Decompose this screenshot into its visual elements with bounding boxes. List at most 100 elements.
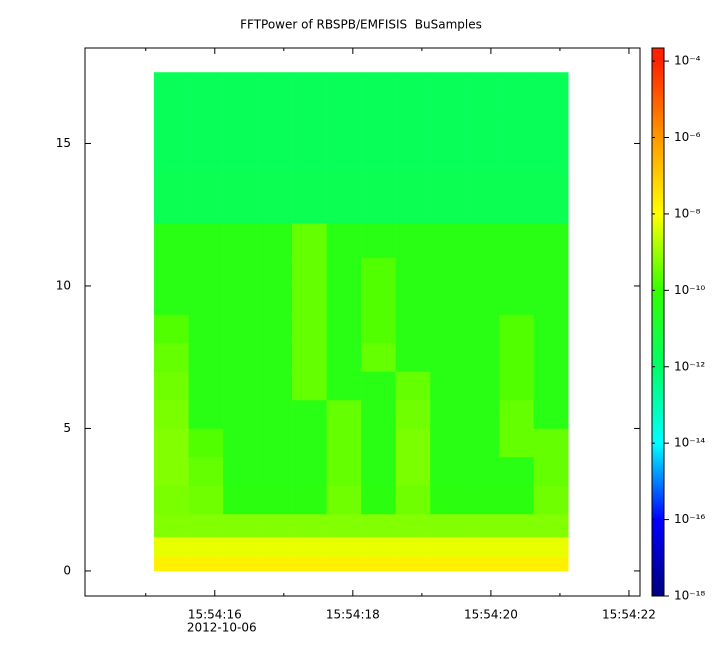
spectrogram-cell <box>292 513 327 538</box>
spectrogram-cell <box>326 428 362 458</box>
spectrogram-cell <box>257 72 293 116</box>
spectrogram-cell <box>395 513 431 538</box>
spectrogram-cell <box>430 556 465 572</box>
spectrogram-cell <box>499 536 534 557</box>
spectrogram-cell <box>430 342 465 372</box>
spectrogram-cell <box>533 428 569 458</box>
spectrogram-cell <box>188 342 224 372</box>
spectrogram-cell <box>499 556 534 572</box>
spectrogram-cell <box>395 456 431 486</box>
spectrogram-cell <box>326 456 362 486</box>
x-tick-label: 15:54:22 <box>602 608 656 622</box>
spectrogram-cell <box>257 399 293 429</box>
spectrogram-cell <box>533 513 569 538</box>
spectrogram-cell <box>188 285 224 315</box>
spectrogram-cell <box>499 285 534 315</box>
spectrogram-cell <box>292 114 327 173</box>
spectrogram-cell <box>154 536 189 557</box>
plot-frame <box>84 47 641 597</box>
spectrogram-cell <box>292 536 327 557</box>
spectrogram-cell <box>430 114 465 173</box>
spectrogram-cell <box>326 223 362 258</box>
spectrogram-cell <box>499 342 534 372</box>
spectrogram-cell <box>499 399 534 429</box>
spectrogram-cell <box>361 536 396 557</box>
spectrogram-cell <box>223 536 258 557</box>
spectrogram-cell <box>257 114 293 173</box>
spectrogram-cell <box>292 285 327 315</box>
spectrogram-cell <box>292 223 327 258</box>
spectrogram-cell <box>395 556 431 572</box>
spectrogram-cell <box>533 556 569 572</box>
spectrogram-cell <box>257 285 293 315</box>
spectrogram-cell <box>361 456 396 486</box>
spectrogram-cell <box>188 485 224 515</box>
spectrogram-cell <box>188 72 224 116</box>
spectrogram-cell <box>223 513 258 538</box>
colorbar-tick-label: 10⁻¹⁶ <box>674 512 705 526</box>
spectrogram-cell <box>223 399 258 429</box>
spectrogram-cell <box>464 342 500 372</box>
spectrogram-cell <box>395 72 431 116</box>
spectrogram-cell <box>361 114 396 173</box>
spectrogram-cell <box>188 456 224 486</box>
spectrogram-cell <box>395 371 431 401</box>
spectrogram-cell <box>257 314 293 344</box>
spectrogram-cell <box>188 556 224 572</box>
spectrogram-cell <box>533 223 569 258</box>
spectrogram-cell <box>361 314 396 344</box>
spectrogram-cell <box>188 371 224 401</box>
spectrogram-cell <box>533 485 569 515</box>
spectrogram-cell <box>223 342 258 372</box>
spectrogram-cell <box>430 285 465 315</box>
spectrogram-cell <box>223 285 258 315</box>
spectrogram-cell <box>154 171 189 224</box>
spectrogram-cell <box>257 536 293 557</box>
spectrogram-cell <box>188 114 224 173</box>
spectrogram-cell <box>395 342 431 372</box>
spectrogram-cell <box>395 114 431 173</box>
spectrogram-cell <box>533 456 569 486</box>
spectrogram-cell <box>430 171 465 224</box>
spectrogram-cell <box>188 513 224 538</box>
spectrogram-cell <box>292 257 327 287</box>
spectrogram-cell <box>533 536 569 557</box>
spectrogram-cell <box>361 556 396 572</box>
spectrogram-cell <box>361 485 396 515</box>
spectrogram-cell <box>223 314 258 344</box>
spectrogram-cell <box>326 285 362 315</box>
x-annotation: 2012-10-06 <box>187 621 257 635</box>
colorbar-tick-label: 10⁻¹⁸ <box>674 589 705 603</box>
y-tick-label: 10 <box>56 278 71 292</box>
spectrogram-cell <box>430 314 465 344</box>
spectrogram-cell <box>499 314 534 344</box>
colorbar-tick-label: 10⁻¹² <box>674 359 705 373</box>
spectrogram-cell <box>188 399 224 429</box>
spectrogram-cell <box>430 257 465 287</box>
spectrogram-cell <box>464 428 500 458</box>
spectrogram-cell <box>464 257 500 287</box>
spectrogram-cell <box>257 513 293 538</box>
spectrogram-cell <box>464 371 500 401</box>
spectrogram-cell <box>188 428 224 458</box>
spectrogram-cell <box>154 314 189 344</box>
spectrogram-cell <box>188 223 224 258</box>
spectrogram-cell <box>464 456 500 486</box>
spectrogram-cell <box>464 536 500 557</box>
spectrogram-cell <box>257 171 293 224</box>
spectrogram-cell <box>154 456 189 486</box>
spectrogram-cell <box>430 371 465 401</box>
spectrogram-cell <box>154 257 189 287</box>
spectrogram-cell <box>154 485 189 515</box>
spectrogram-cell <box>326 513 362 538</box>
spectrogram-cell <box>395 171 431 224</box>
spectrogram-cell <box>257 223 293 258</box>
spectrogram-cell <box>395 485 431 515</box>
spectrogram-cell <box>430 72 465 116</box>
spectrogram-cell <box>533 371 569 401</box>
colorbar-tick-label: 10⁻⁸ <box>674 206 701 220</box>
spectrogram-cell <box>188 314 224 344</box>
spectrogram-cell <box>326 536 362 557</box>
spectrogram-cell <box>533 114 569 173</box>
